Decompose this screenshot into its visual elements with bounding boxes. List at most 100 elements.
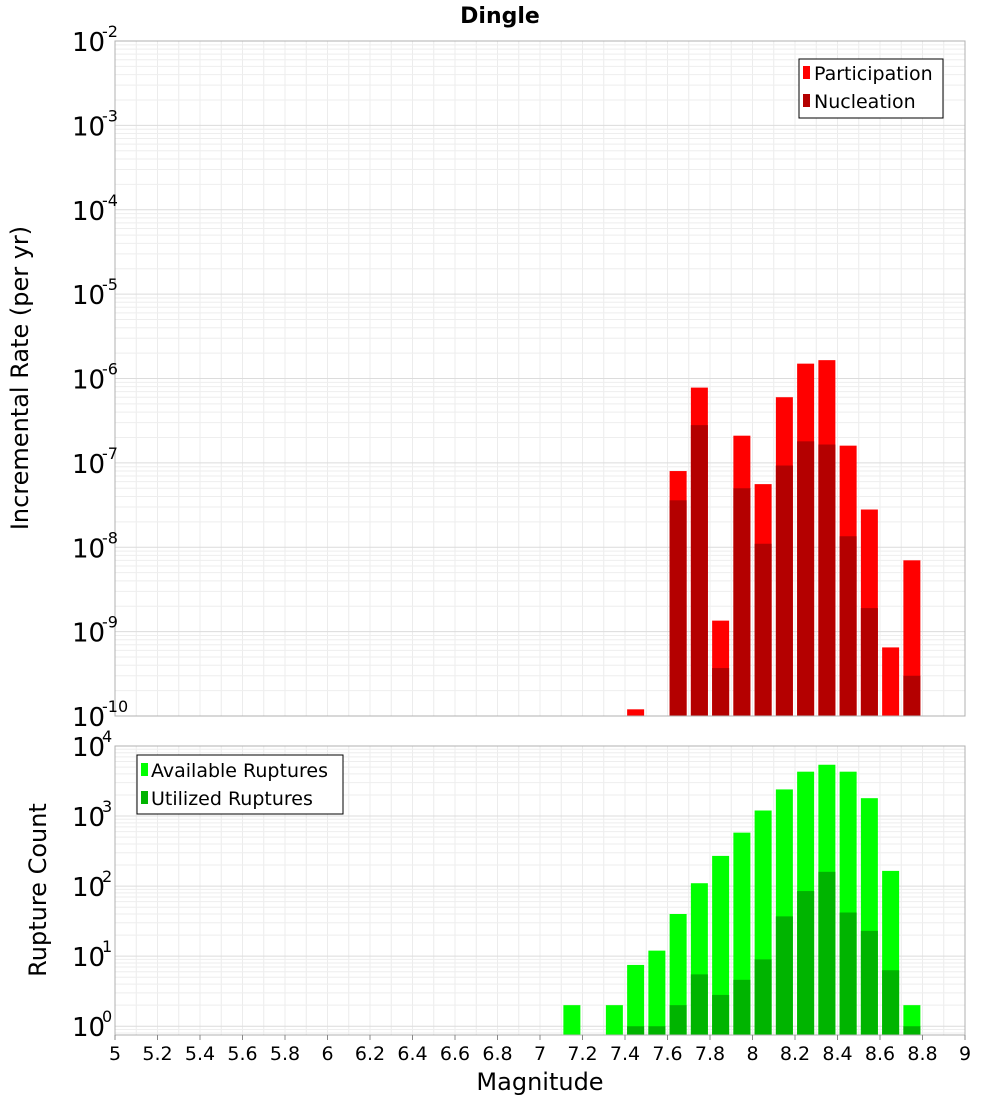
count-legend-box	[136, 754, 344, 815]
utilized-ruptures-bar	[797, 891, 815, 1035]
x-tick-label: 9	[959, 1043, 971, 1065]
nucleation-bar	[733, 488, 751, 716]
y-tick-label-base: 10	[72, 366, 105, 396]
x-tick-label: 6.8	[482, 1043, 512, 1065]
y-tick-label-exponent: 0	[102, 1007, 112, 1026]
y-tick-label-base: 10	[72, 112, 105, 142]
y-tick-label-exponent: 4	[102, 727, 112, 746]
utilized-ruptures-bar	[903, 1026, 921, 1035]
utilized-swatch	[141, 791, 148, 804]
available-ruptures-bar	[648, 950, 666, 1035]
rate-y-axis-label: Incremental Rate (per yr)	[6, 226, 34, 530]
y-tick-label-base: 10	[72, 873, 105, 903]
x-axis-label: Magnitude	[476, 1068, 603, 1096]
y-tick-label-exponent: -8	[102, 528, 118, 547]
magnitude-x-ticks: 5 5.2 5.4 5.6 5.8 6 6.2 6.4 6.6 6.8 7 7.2 7.4 7.6 7.8 8…	[109, 1035, 971, 1065]
x-tick-label: 8.8	[907, 1043, 937, 1065]
available-ruptures-bar	[605, 1005, 623, 1035]
x-tick-label: 8.2	[780, 1043, 810, 1065]
utilized-ruptures-bar	[733, 979, 751, 1035]
participation-bar	[882, 647, 900, 716]
y-tick-label-base: 10	[72, 450, 105, 480]
y-tick-label-exponent: -10	[102, 697, 128, 716]
available-swatch	[141, 763, 148, 776]
utilized-ruptures-bar	[882, 970, 900, 1035]
participation-legend-label: Participation	[814, 63, 933, 85]
utilized-ruptures-bar	[669, 1005, 687, 1035]
nucleation-swatch	[803, 94, 810, 107]
available-ruptures-bar	[712, 855, 730, 1035]
utilized-ruptures-bar	[860, 930, 878, 1035]
chart-title: Dingle	[460, 4, 540, 29]
rate-panel: 10-210-310-410-510-610-710-810-910-10 In…	[6, 22, 966, 733]
x-tick-label: 8.6	[865, 1043, 895, 1065]
x-tick-label: 8.4	[822, 1043, 852, 1065]
utilized-ruptures-bar	[839, 912, 857, 1035]
y-tick-label-exponent: -3	[102, 106, 118, 125]
x-tick-label: 6	[321, 1043, 333, 1065]
x-tick-label: 7.4	[610, 1043, 640, 1065]
x-tick-label: 6.6	[440, 1043, 470, 1065]
x-tick-label: 7.8	[695, 1043, 725, 1065]
y-tick-label-exponent: -7	[102, 444, 118, 463]
utilized-ruptures-bar	[754, 959, 772, 1035]
y-tick-label-base: 10	[72, 281, 105, 311]
x-tick-label: 5.6	[227, 1043, 257, 1065]
y-tick-label-base: 10	[72, 733, 105, 763]
rate-bars	[627, 360, 921, 716]
y-tick-label-exponent: -5	[102, 275, 118, 294]
rate-legend: Participation Nucleation	[798, 58, 944, 119]
y-tick-label-exponent: 1	[102, 937, 112, 956]
y-tick-label-base: 10	[72, 1013, 105, 1043]
y-tick-label-exponent: -6	[102, 360, 118, 379]
y-tick-label-base: 10	[72, 28, 105, 58]
nucleation-legend-label: Nucleation	[814, 91, 916, 113]
x-tick-label: 5.8	[270, 1043, 300, 1065]
y-tick-label-exponent: -9	[102, 613, 118, 632]
x-tick-label: 8	[746, 1043, 758, 1065]
x-tick-label: 5.4	[185, 1043, 215, 1065]
nucleation-bar	[712, 668, 730, 716]
y-tick-label-base: 10	[72, 803, 105, 833]
available-legend-label: Available Ruptures	[151, 760, 328, 782]
x-tick-label: 7	[534, 1043, 546, 1065]
y-tick-label-base: 10	[72, 703, 105, 733]
count-bars	[563, 764, 921, 1035]
nucleation-bar	[797, 441, 815, 716]
utilized-legend-label: Utilized Ruptures	[151, 788, 313, 810]
utilized-ruptures-bar	[648, 1026, 666, 1035]
rate-legend-box	[798, 58, 944, 119]
nucleation-bar	[903, 675, 921, 716]
participation-swatch	[803, 66, 810, 79]
available-ruptures-bar	[669, 914, 687, 1035]
nucleation-bar	[818, 444, 836, 716]
y-tick-label-base: 10	[72, 619, 105, 649]
nucleation-bar	[775, 465, 793, 716]
available-ruptures-bar	[627, 964, 645, 1035]
x-tick-label: 6.2	[355, 1043, 385, 1065]
y-tick-label-exponent: 2	[102, 867, 112, 886]
participation-bar	[627, 709, 645, 716]
utilized-ruptures-bar	[712, 994, 730, 1035]
nucleation-bar	[754, 543, 772, 716]
count-y-axis-label: Rupture Count	[24, 803, 52, 977]
x-tick-label: 6.4	[397, 1043, 427, 1065]
utilized-ruptures-bar	[775, 916, 793, 1035]
available-ruptures-bar	[563, 1005, 581, 1035]
x-tick-label: 7.2	[567, 1043, 597, 1065]
x-tick-label: 7.6	[652, 1043, 682, 1065]
y-tick-label-exponent: -2	[102, 22, 118, 41]
x-tick-label: 5.2	[142, 1043, 172, 1065]
nucleation-bar	[839, 536, 857, 716]
utilized-ruptures-bar	[627, 1026, 645, 1035]
rate-y-ticks: 10-210-310-410-510-610-710-810-910-10	[72, 22, 128, 733]
rate-gridlines	[114, 41, 966, 717]
y-tick-label-base: 10	[72, 197, 105, 227]
y-tick-label-base: 10	[72, 943, 105, 973]
rate-plot-border	[114, 40, 966, 717]
utilized-ruptures-bar	[690, 974, 708, 1035]
nucleation-bar	[860, 608, 878, 716]
